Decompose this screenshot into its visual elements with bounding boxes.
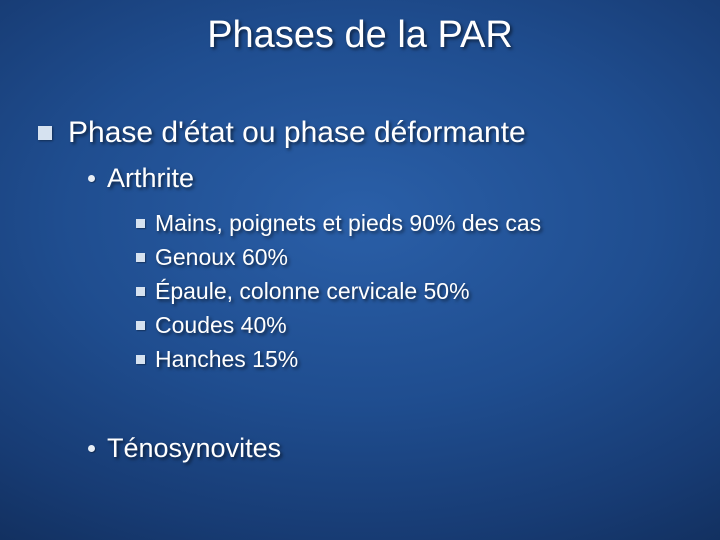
level3-item: Hanches 15% <box>136 346 541 373</box>
level3-item: Genoux 60% <box>136 244 541 271</box>
level3-item: Coudes 40% <box>136 312 541 339</box>
level3-item: Mains, poignets et pieds 90% des cas <box>136 210 541 237</box>
level1-item: Phase d'état ou phase déformante <box>38 116 526 150</box>
square-bullet-icon <box>136 321 145 330</box>
square-bullet-icon <box>136 253 145 262</box>
level3-text: Genoux 60% <box>155 244 288 271</box>
slide-title: Phases de la PAR <box>0 14 720 57</box>
slide: Phases de la PAR Phase d'état ou phase d… <box>0 0 720 540</box>
square-bullet-icon <box>136 355 145 364</box>
level3-text: Hanches 15% <box>155 346 298 373</box>
level3-text: Épaule, colonne cervicale 50% <box>155 278 470 305</box>
level3-item: Épaule, colonne cervicale 50% <box>136 278 541 305</box>
level3-text: Coudes 40% <box>155 312 287 339</box>
level2-text: Ténosynovites <box>107 433 281 464</box>
level1-text: Phase d'état ou phase déformante <box>68 116 526 150</box>
level3-text: Mains, poignets et pieds 90% des cas <box>155 210 541 237</box>
square-bullet-icon <box>136 219 145 228</box>
level2-text: Arthrite <box>107 163 194 194</box>
level2-item-tenosynovites: Ténosynovites <box>88 433 281 464</box>
level2-item-arthrite: Arthrite <box>88 163 194 194</box>
square-bullet-icon <box>38 126 52 140</box>
level3-group: Mains, poignets et pieds 90% des cas Gen… <box>136 210 541 380</box>
dot-bullet-icon <box>88 175 95 182</box>
dot-bullet-icon <box>88 445 95 452</box>
square-bullet-icon <box>136 287 145 296</box>
